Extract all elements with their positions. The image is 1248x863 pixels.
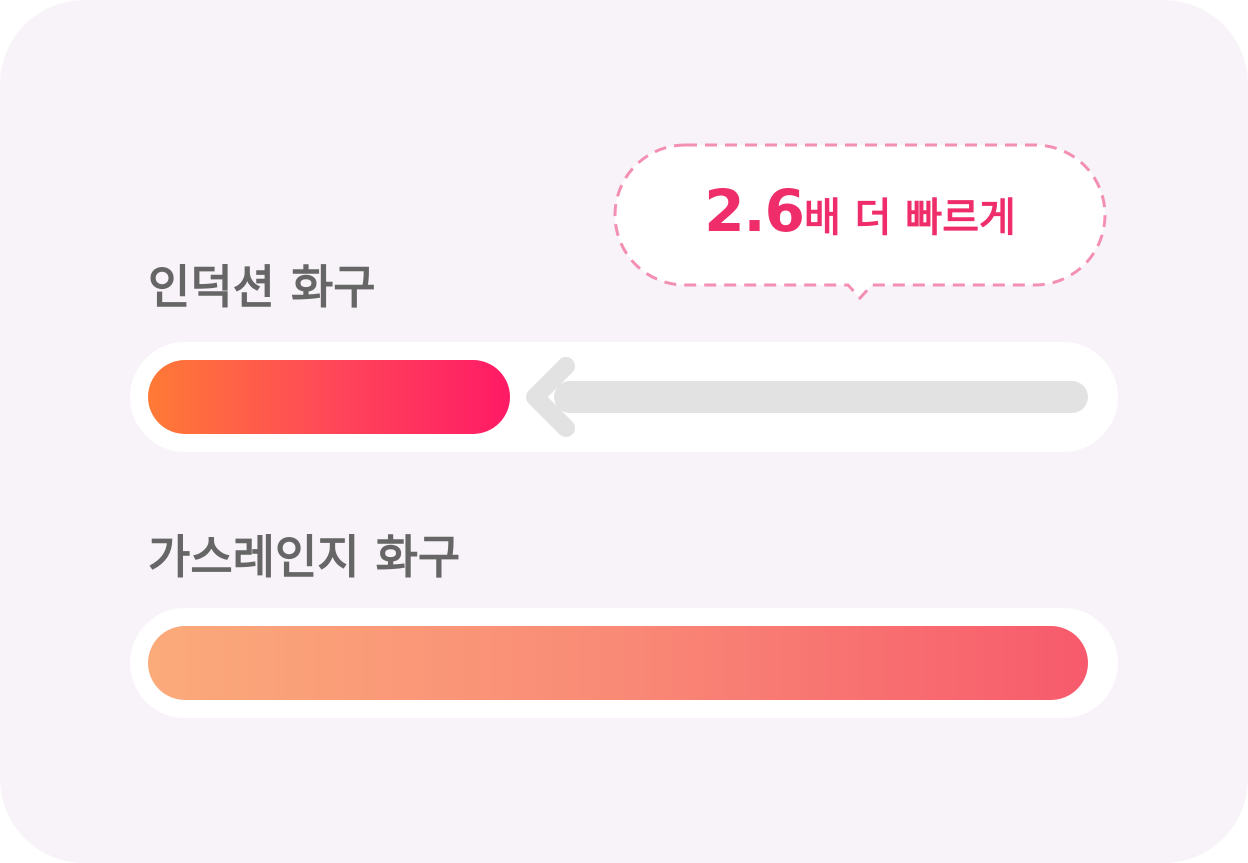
category-label-gas: 가스레인지 화구: [148, 530, 461, 584]
bar-area-induction: [148, 360, 1088, 434]
arrow-head: [526, 357, 575, 437]
arrow-left-icon: [526, 357, 1088, 437]
annotation-text: 2.6배 더 빠르게: [616, 182, 1104, 240]
annotation-bubble: [613, 143, 1107, 301]
category-label-induction: 인덕션 화구: [148, 260, 376, 314]
annotation-suffix: 배 더 빠르게: [803, 195, 1016, 241]
annotation-number: 2.6: [704, 177, 805, 245]
bar-gas: [148, 626, 1088, 700]
bar-area-gas: [148, 626, 1088, 700]
bar-track-induction: [130, 342, 1118, 452]
bar-induction: [148, 360, 510, 434]
annotation-bubble-outline: [613, 143, 1107, 301]
bar-track-gas: [130, 608, 1118, 718]
